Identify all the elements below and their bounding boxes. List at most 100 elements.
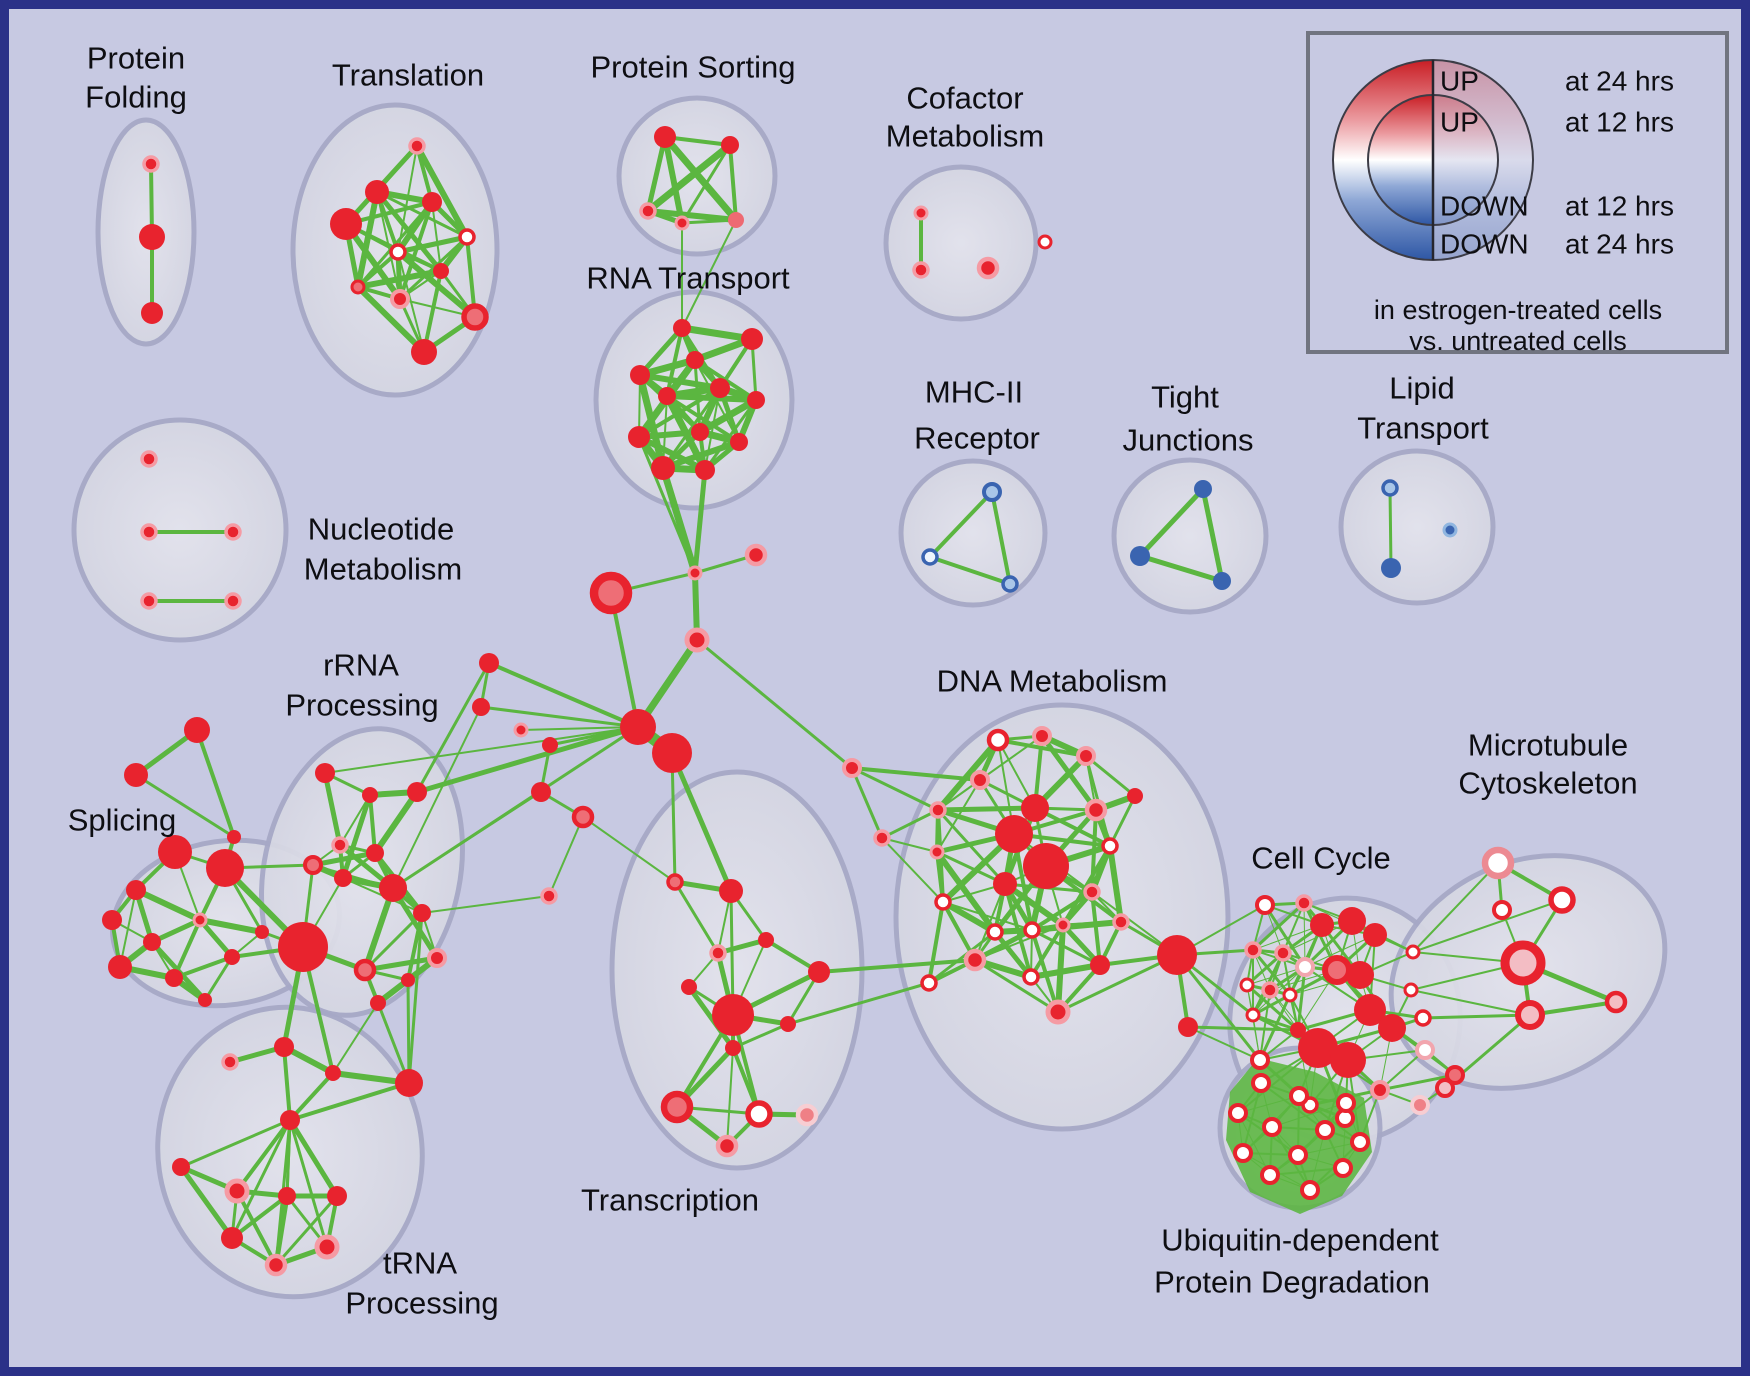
node-t5 — [681, 979, 697, 995]
node-c0 — [687, 565, 703, 581]
edge — [1137, 553, 1225, 584]
node-tl6 — [433, 263, 449, 279]
edge — [927, 930, 997, 985]
node-d8 — [873, 829, 891, 847]
edge — [355, 284, 427, 355]
node-t1 — [719, 879, 743, 903]
node-d12 — [1101, 837, 1119, 855]
edge — [637, 325, 685, 378]
node-d16 — [986, 923, 1004, 941]
node-u9 — [1260, 1165, 1280, 1185]
node-s9 — [255, 925, 269, 939]
edge — [421, 895, 550, 914]
node-d5 — [1021, 794, 1049, 822]
node-d10 — [995, 815, 1033, 853]
node-m3 — [1500, 940, 1546, 986]
edge — [1187, 1026, 1261, 1061]
node-t10 — [745, 1100, 773, 1128]
node-t12 — [715, 1134, 739, 1158]
node-cc19 — [1250, 1050, 1270, 1070]
node-c4 — [620, 709, 656, 745]
edge — [1309, 1129, 1326, 1191]
node-d3 — [970, 770, 990, 790]
edge — [203, 955, 234, 1002]
cluster-label-protein-folding-1: Folding — [85, 80, 187, 115]
node-r8 — [413, 904, 431, 922]
edge — [673, 880, 720, 955]
node-tj1 — [1130, 546, 1150, 566]
node-bw3 — [1414, 1009, 1432, 1027]
node-mx1 — [1435, 1078, 1455, 1098]
node-r14 — [274, 1037, 294, 1057]
node-lp1 — [1381, 558, 1401, 578]
node-rt11 — [695, 460, 715, 480]
node-d23 — [1045, 999, 1071, 1025]
edge — [928, 555, 1012, 586]
node-cf0 — [913, 205, 929, 221]
edge — [1055, 922, 1066, 1015]
legend-direction-1: UP — [1440, 107, 1479, 138]
edge — [324, 726, 639, 774]
edge — [178, 1164, 235, 1241]
edge — [1251, 901, 1306, 952]
node-cc14 — [1290, 1022, 1306, 1038]
node-d17 — [1023, 921, 1041, 939]
edge — [726, 1047, 734, 1147]
node-h3 — [221, 1227, 243, 1249]
node-st0 — [184, 717, 210, 743]
legend-caption-1: vs. untreated cells — [1409, 326, 1627, 356]
edge — [1303, 902, 1306, 968]
edge — [1090, 890, 1102, 967]
node-lp2 — [1442, 522, 1458, 538]
node-cc4 — [1363, 923, 1387, 947]
node-cf3 — [1037, 234, 1053, 250]
node-r4 — [303, 855, 323, 875]
node-m2 — [1492, 900, 1512, 920]
cluster-label-translation-0: Translation — [332, 58, 484, 93]
cluster-label-rrna-processing-1: Processing — [285, 688, 438, 723]
node-d11 — [1023, 843, 1069, 889]
node-tl2 — [422, 192, 442, 212]
node-tl0 — [408, 137, 426, 155]
edge — [678, 324, 756, 343]
cluster-label-nucleotide-metabolism-1: Metabolism — [304, 552, 463, 587]
node-c8 — [571, 805, 595, 829]
node-d15 — [1083, 883, 1101, 901]
node-t8 — [725, 1040, 741, 1056]
edge — [850, 766, 982, 782]
edge — [235, 1189, 278, 1267]
edge — [520, 726, 639, 731]
edge — [1282, 902, 1305, 954]
edge — [282, 1045, 292, 1122]
node-u5 — [1315, 1120, 1335, 1140]
node-pf0 — [142, 155, 160, 173]
node-r0 — [315, 763, 335, 783]
edge — [979, 735, 1043, 781]
edge — [288, 1118, 329, 1249]
edge — [669, 750, 734, 894]
cluster-label-lipid-transport-1: Transport — [1357, 411, 1489, 446]
edge — [356, 250, 400, 289]
edge — [686, 984, 736, 1051]
edge — [974, 924, 1064, 961]
node-s2 — [126, 880, 146, 900]
node-s0 — [158, 835, 192, 869]
node-m5 — [1515, 1000, 1545, 1030]
edge — [1296, 965, 1307, 1032]
node-c6 — [542, 737, 558, 753]
edge — [850, 766, 940, 812]
node-tl4 — [458, 228, 476, 246]
legend-inner-circle — [1368, 95, 1433, 225]
node-cc15 — [1354, 994, 1386, 1026]
cluster-ellipse-lipid-transport — [1338, 448, 1496, 606]
edge — [1388, 486, 1393, 570]
node-cc7 — [1295, 957, 1315, 977]
edge — [274, 1194, 339, 1267]
edge — [1200, 486, 1225, 584]
edge — [637, 435, 697, 575]
node-mh0 — [982, 482, 1002, 502]
node-g2 — [472, 698, 490, 716]
edge — [974, 883, 1006, 961]
